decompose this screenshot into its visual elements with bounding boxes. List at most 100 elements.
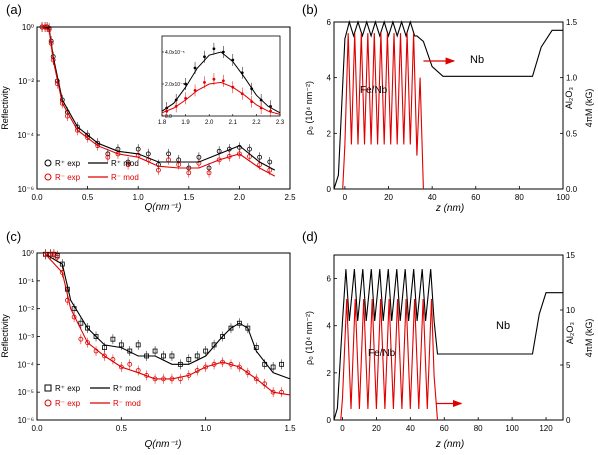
panel-c-ytick-label: 10⁻⁵ xyxy=(18,388,34,397)
inset-xtick-label: 1.9 xyxy=(181,120,190,126)
panel-b-y2tick-label: 1.5 xyxy=(566,18,578,27)
legend-c-rminus-mod-label: R⁻ mod xyxy=(113,399,141,408)
panel-b-profile: 0 20 40 60 80 100 0 2 4 6 0.0 0.5 1.0 1.5 z (nm) ρ₀… xyxy=(304,18,594,214)
legend-rplus-exp-label: R⁺ exp xyxy=(55,159,81,168)
panel-d-yticks: 0 2 4 6 xyxy=(327,275,337,425)
panel-a-yticks: 10⁻⁶ 10⁻⁴ 10⁻² 10⁰ xyxy=(17,23,40,194)
legend-c-rminus-exp-label: R⁻ exp xyxy=(55,399,81,408)
panel-c-xtick-label: 0.0 xyxy=(31,424,43,433)
panel-b-nb-label: Nb xyxy=(470,54,484,66)
panel-d-xtick-label: 60 xyxy=(440,424,449,433)
panel-b-xticks: 0 20 40 60 80 100 xyxy=(343,186,570,202)
panel-a-ytick-label: 10⁻⁶ xyxy=(18,185,34,194)
panel-a-xtick-label: 1.5 xyxy=(183,193,195,202)
panel-b-xtick-label: 100 xyxy=(556,193,570,202)
panel-d-xtick-label: 120 xyxy=(539,424,553,433)
panel-b-ytick-label: 6 xyxy=(327,18,332,27)
panel-b-y2tick-label: 0.5 xyxy=(566,129,578,138)
panel-c-xtick-label: 1.0 xyxy=(200,424,212,433)
panel-a-ylabel: Reflectivity xyxy=(0,86,10,130)
panel-b-yticks: 0 2 4 6 xyxy=(327,18,337,194)
panel-d-ytick-label: 6 xyxy=(327,275,332,284)
legend-rminus-exp-label: R⁻ exp xyxy=(55,173,81,182)
panel-a-label: (a) xyxy=(6,2,22,17)
panel-b-xtick-label: 40 xyxy=(428,193,437,202)
panel-b-label: (b) xyxy=(302,2,318,17)
legend-c-rminus-exp-marker xyxy=(44,399,52,407)
legend-c-rplus-exp-marker xyxy=(44,384,52,392)
panel-b-y2ticks: 0.0 0.5 1.0 1.5 xyxy=(560,18,578,194)
panel-d-label: (d) xyxy=(302,229,318,244)
panel-d-series--line xyxy=(333,269,563,421)
panel-b-xtick-label: 80 xyxy=(515,193,524,202)
panel-d-y2tick-label: 15 xyxy=(566,251,575,260)
panel-b-xlabel: z (nm) xyxy=(435,203,464,214)
panel-b-series-4-m-line xyxy=(342,33,424,190)
panel-b-y2tick-label: 0.0 xyxy=(566,185,578,194)
inset-xtick-label: 1.8 xyxy=(158,120,167,126)
panel-b-ytick-label: 0 xyxy=(327,185,332,194)
panel-c-xlabel: Q(nm⁻¹) xyxy=(145,439,182,450)
inset-xticks: 1.8 1.9 2.0 2.1 2.2 2.3 xyxy=(158,114,285,126)
panel-c-series-r-mod-line xyxy=(44,253,291,396)
inset-series-r-mod-line xyxy=(161,81,281,115)
panel-c-yticks: 10⁻⁶ 10⁻⁵ 10⁻⁴ 10⁻³ 10⁻² 10⁻¹ 10⁰ xyxy=(17,249,40,425)
inset-xtick-label: 2.3 xyxy=(276,120,285,126)
panel-c-ylabel: Reflectivity xyxy=(0,314,10,358)
panel-c-ytick-label: 10⁻⁴ xyxy=(17,360,34,369)
panel-d-xtick-label: 20 xyxy=(372,424,381,433)
panel-b-xtick-label: 60 xyxy=(471,193,480,202)
panel-c-xtick-label: 1.5 xyxy=(284,424,296,433)
panel-a-ytick-label: 10⁻⁴ xyxy=(17,131,34,140)
panel-b-ytick-label: 4 xyxy=(327,74,332,83)
panel-d-profile: 0 20 40 60 80 100 120 0 2 4 6 0 5 10 15 z (nm) ρ₀ (1… xyxy=(304,251,594,450)
panel-d-y2tick-label: 10 xyxy=(566,306,575,315)
panel-b-series xyxy=(333,20,563,190)
panel-b-ytick-label: 2 xyxy=(327,129,332,138)
panel-d-al2o3-label: Al₂O₃ xyxy=(565,322,575,344)
panel-d-xticks: 0 20 40 60 80 100 120 xyxy=(340,417,553,433)
inset-series xyxy=(161,42,281,118)
panel-a-xlabel: Q(nm⁻¹) xyxy=(145,202,182,213)
panel-c-frame xyxy=(36,252,291,421)
panel-d-ytick-label: 0 xyxy=(327,416,332,425)
panel-a-inset: 1.8 1.9 2.0 2.1 2.2 2.3 0.0 2.0x10⁻⁵ 4.0x10⁻⁵ xyxy=(158,35,285,126)
panel-d-xtick-label: 40 xyxy=(406,424,415,433)
panel-c-ytick-label: 10⁻¹ xyxy=(18,277,34,286)
panel-a-frame xyxy=(36,26,291,190)
panel-b-ylabel: ρ₀ (10⁴ nm⁻²) xyxy=(304,81,314,135)
panel-a-xtick-label: 0.5 xyxy=(82,193,94,202)
panel-b-al2o3-label: Al₂O₃ xyxy=(564,87,574,109)
panel-b-fenb-label: Fe/Nb xyxy=(360,85,388,96)
panel-d-ytick-label: 2 xyxy=(327,369,332,378)
panel-d-frame xyxy=(333,254,564,421)
panel-d-nb-label: Nb xyxy=(496,320,510,332)
inset-series-r-mod-line xyxy=(161,51,281,114)
panel-c-series xyxy=(43,249,291,398)
panel-b-xtick-label: 20 xyxy=(384,193,393,202)
panel-a-xtick-label: 2.0 xyxy=(234,193,246,202)
panel-d-fenb-label: Fe/Nb xyxy=(368,348,396,359)
panel-b-y2label: 4πM (kG) xyxy=(584,89,594,128)
inset-xtick-label: 2.2 xyxy=(252,120,261,126)
panel-c-xticks: 0.0 0.5 1.0 1.5 xyxy=(31,417,296,433)
panel-c-ytick-label: 10⁻² xyxy=(18,305,34,314)
panel-d-ylabel: ρ₀ (10⁴ nm⁻²) xyxy=(304,311,314,365)
panel-d-y2tick-label: 0 xyxy=(566,416,571,425)
panel-c-label: (c) xyxy=(6,229,21,244)
inset-ytick-label: 4.0x10⁻⁵ xyxy=(165,50,185,56)
panel-c-series-r-mod-line xyxy=(45,253,291,380)
panel-b-series--line xyxy=(333,20,563,190)
panel-d-series-4-m-line xyxy=(340,298,439,421)
panel-c-ytick-label: 10⁰ xyxy=(22,249,34,258)
panel-a-series-r-mod-line xyxy=(42,26,276,171)
panel-d-y2tick-label: 5 xyxy=(566,361,571,370)
panel-d-y2ticks: 0 5 10 15 xyxy=(560,251,575,425)
panel-d-xtick-label: 80 xyxy=(474,424,483,433)
panel-c-ytick-label: 10⁻³ xyxy=(18,333,34,342)
panel-a-xtick-label: 2.5 xyxy=(284,193,296,202)
panel-c-legend: R⁺ exp R⁻ exp R⁺ mod R⁻ mod xyxy=(44,384,141,408)
inset-xtick-label: 2.0 xyxy=(205,120,214,126)
legend-c-rplus-mod-label: R⁺ mod xyxy=(113,384,141,393)
